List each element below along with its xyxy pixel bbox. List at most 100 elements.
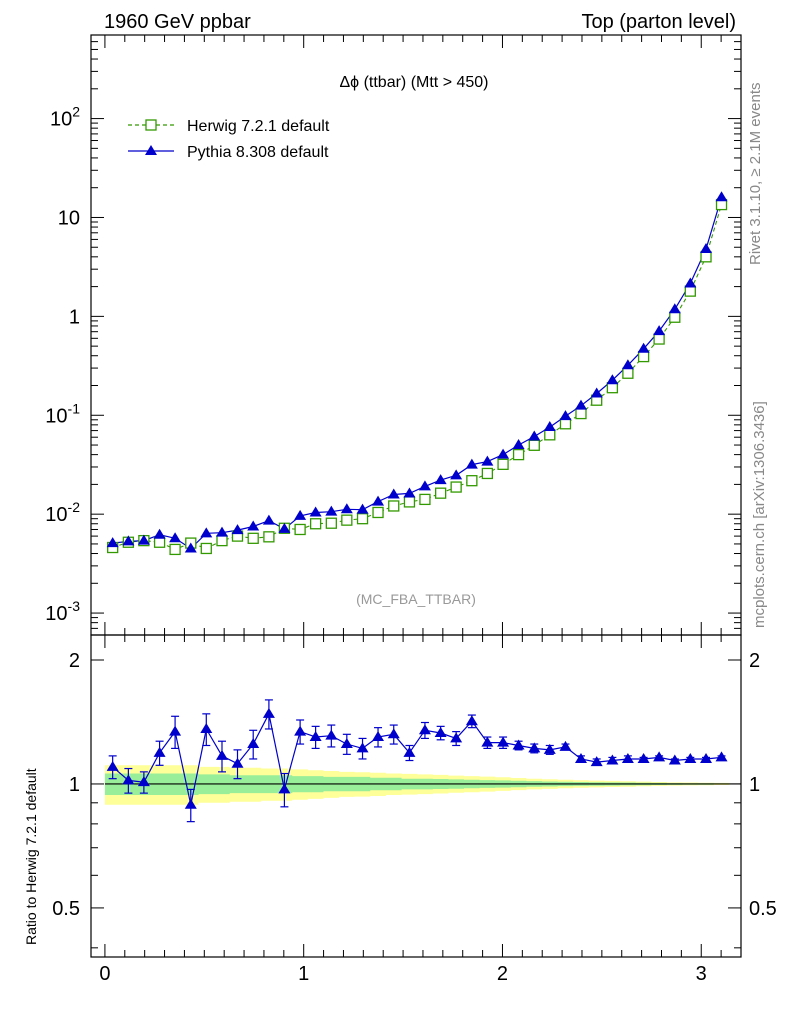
pythia-point [387,488,400,499]
herwig-point [200,542,212,555]
herwig-point [247,532,259,544]
herwig-point [263,531,275,543]
herwig-point [325,517,337,529]
herwig-point [466,475,478,487]
ratio-x-tick-label: 3 [696,963,707,985]
pythia-point [122,535,135,546]
ratio-pythia-point [621,752,634,763]
ratio-pythia-point [153,746,166,757]
ratio-y-axis-label: Ratio to Herwig 7.2.1 default [23,768,39,945]
herwig-point [372,506,384,519]
pythia-point [200,527,213,538]
legend-herwig-label: Herwig 7.2.1 default [187,118,330,135]
herwig-point [450,481,462,493]
herwig-point [356,513,369,525]
pythia-point [325,505,338,516]
herwig-series-line [112,204,723,550]
pythia-point [497,448,510,459]
herwig-point [388,500,400,512]
ratio-pythia-point [215,749,228,760]
herwig-point [653,333,665,345]
ratio-pythia-point [309,731,322,742]
herwig-point [403,496,416,508]
ratio-pythia-point [340,738,353,749]
pythia-point [247,520,260,531]
ratio-pythia-point [184,798,197,809]
pythia-point [684,277,697,288]
herwig-point [528,439,540,451]
pythia-point [715,191,728,202]
herwig-point [153,536,166,548]
pythia-point [590,387,603,398]
ratio-pythia-point [294,725,307,736]
herwig-point [309,518,322,530]
pythia-point [481,455,494,466]
ratio-pythia-point [231,757,244,768]
pythia-point [278,522,291,533]
legend-pythia-marker [145,145,157,155]
ratio-y-tick-label-right: 1 [749,774,760,796]
herwig-point [481,467,494,480]
pythia-point [574,399,587,410]
herwig-point [684,285,696,297]
main-y-tick-label: 10-1 [45,400,80,427]
pythia-point [153,528,166,539]
ratio-pythia-point [372,731,385,742]
ratio-pythia-point [356,742,369,753]
plot-title: Δϕ (ttbar) (Mtt > 450) [339,74,488,91]
pythia-point [700,242,713,253]
pythia-point [372,495,385,506]
ratio-pythia-point [668,754,681,765]
ratio-pythia-point [637,752,650,763]
herwig-point [512,448,525,461]
ratio-pythia-point [481,736,494,747]
mcplots-credit-label: mcplots.cern.ch [arXiv:1306.3436] [751,401,768,628]
herwig-point [669,311,681,323]
legend-herwig-marker [145,119,157,131]
ratio-pythia-point [247,738,260,749]
ratio-pythia-point [450,732,463,743]
pythia-point [543,421,556,432]
ratio-pythia-point [653,751,666,762]
herwig-point [341,514,353,526]
ratio-pythia-point [387,728,400,739]
ratio-pythia-point [543,743,556,754]
ratio-pythia-point [200,722,213,733]
pythia-point [309,506,322,517]
ratio-plot-panel: 0 1 2 3 0.5 0.5 1 1 2 2 [52,635,777,985]
rivet-version-label: Rivet 3.1.10, ≥ 2.1M events [747,83,764,266]
ratio-pythia-line [112,712,722,805]
ratio-pythia-point [590,756,603,767]
ratio-pythia-point [278,783,291,794]
pythia-point [418,480,431,491]
herwig-point [419,493,431,506]
pythia-point [637,342,650,353]
herwig-point [434,487,447,499]
header-process-label: Top (parton level) [581,11,736,33]
pythia-point [621,359,634,370]
ratio-y-tick-label-right: 2 [749,650,760,672]
ratio-pythia-point [122,774,135,785]
pythia-point [559,410,572,421]
pythia-point [169,532,182,543]
herwig-point [169,543,181,556]
ratio-x-tick-label: 2 [497,963,508,985]
ratio-pythia-point [574,752,587,763]
pythia-point [262,514,275,525]
ratio-pythia-point [684,752,697,763]
ratio-x-tick-label: 0 [99,963,110,985]
ratio-pythia-point [497,736,510,747]
herwig-point [575,407,587,420]
pythia-point [340,503,353,514]
ratio-y-tick-label: 0.5 [52,898,80,920]
ratio-pythia-point [403,746,416,757]
header-collision-label: 1960 GeV ppbar [104,11,251,33]
pythia-point [606,374,619,385]
herwig-point [559,418,572,430]
pythia-point [465,458,478,469]
main-y-tick-label: 10-3 [45,598,80,625]
pythia-series-line [112,197,723,550]
herwig-point [637,350,650,363]
herwig-point [544,429,556,441]
